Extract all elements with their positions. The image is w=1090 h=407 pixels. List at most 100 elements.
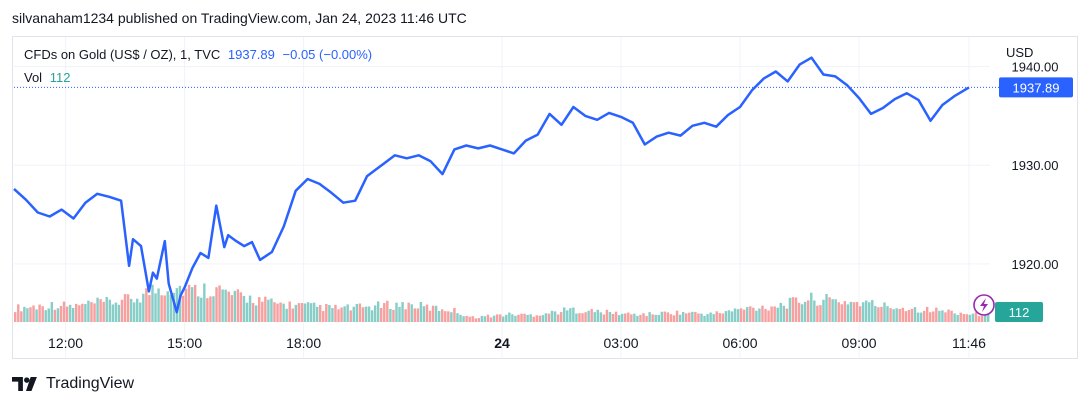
volume-bar — [907, 309, 911, 322]
volume-bar — [764, 308, 767, 322]
volume-bar — [413, 308, 416, 322]
volume-bar — [383, 303, 386, 322]
volume-bar — [203, 283, 206, 322]
volume-bar — [797, 302, 801, 322]
volume-bar — [221, 289, 224, 322]
volume-bar — [563, 307, 566, 322]
price-badge-bg — [999, 77, 1073, 98]
volume-bar — [331, 308, 334, 322]
volume-bar — [395, 302, 398, 322]
volume-bar — [636, 315, 639, 322]
volume-bar — [749, 306, 752, 322]
volume-bar — [602, 314, 606, 322]
volume-bar — [343, 306, 346, 322]
volume-bar — [523, 313, 526, 322]
x-tick-label: 12:00 — [48, 335, 83, 351]
volume-bar — [883, 302, 886, 322]
volume-bar — [776, 307, 779, 322]
current-price-badge: 1937.89 — [999, 77, 1073, 98]
volume-bar — [898, 308, 901, 322]
symbol-legend[interactable]: CFDs on Gold (US$ / OZ), 1, TVC 1937.89 … — [24, 47, 372, 62]
x-tick-label: 03:00 — [604, 335, 639, 351]
volume-bar — [14, 312, 17, 322]
volume-bar — [617, 315, 621, 322]
x-tick-label: 06:00 — [723, 335, 758, 351]
volume-bar — [142, 293, 145, 322]
volume-bar — [590, 308, 593, 322]
volume-bar — [681, 311, 685, 322]
volume-bar — [639, 314, 642, 322]
volume-bar — [236, 289, 240, 322]
volume-bar — [81, 303, 84, 322]
symbol-name: CFDs on Gold (US$ / OZ), 1, TVC — [24, 47, 221, 62]
volume-bar — [288, 301, 291, 322]
volume-bar — [895, 308, 898, 322]
volume-bar — [575, 313, 578, 322]
volume-bar — [919, 312, 923, 322]
volume-bar — [669, 314, 673, 322]
volume-bar — [242, 295, 246, 322]
lightning-glyph — [980, 298, 988, 312]
volume-bar — [35, 309, 38, 322]
volume-bar — [620, 313, 624, 322]
volume-bar — [325, 304, 328, 322]
volume-bar — [227, 291, 230, 322]
volume-bar — [59, 305, 63, 322]
volume-bar — [462, 316, 465, 322]
volume-bar — [419, 301, 423, 322]
volume-bar — [306, 302, 310, 322]
volume-bar — [68, 304, 72, 322]
volume-bar — [803, 301, 807, 322]
volume-bar — [111, 304, 115, 322]
volume-bar — [855, 301, 859, 322]
volume-bar — [746, 307, 749, 322]
volume-bar — [941, 310, 944, 322]
alert-lightning-icon[interactable] — [973, 294, 995, 316]
volume-bar — [511, 314, 514, 322]
y-tick-label: 1930.00 — [1012, 158, 1059, 173]
chart-frame — [12, 36, 1078, 359]
volume-bar — [337, 309, 340, 322]
volume-bar — [380, 307, 383, 322]
volume-bar — [526, 314, 529, 322]
volume-bar — [239, 292, 243, 322]
volume-bar — [361, 307, 365, 322]
volume-bar — [248, 295, 252, 322]
volume-bar — [721, 313, 725, 322]
y-tick-label: 1920.00 — [1012, 257, 1059, 272]
volume-bar — [319, 305, 322, 322]
tradingview-footer[interactable]: TradingView — [12, 373, 134, 395]
volume-bar — [254, 305, 258, 322]
volume-bar — [465, 315, 468, 322]
volume-bar — [727, 310, 731, 322]
volume-bar — [65, 306, 69, 322]
volume-bar — [303, 303, 307, 322]
volume-bar — [297, 303, 301, 322]
volume-bar — [367, 306, 371, 322]
volume-bar — [877, 307, 880, 322]
volume-bar — [819, 305, 822, 322]
volume-bar — [852, 302, 856, 322]
volume-bar — [517, 314, 520, 322]
volume-bar — [929, 312, 932, 322]
volume-bar — [868, 302, 871, 322]
price-series-line — [13, 56, 970, 314]
volume-bar — [666, 312, 670, 322]
volume-bar — [468, 316, 471, 322]
volume-bar — [407, 302, 410, 322]
volume-bar — [212, 296, 215, 322]
volume-bar — [456, 313, 459, 322]
volume-bar — [733, 308, 737, 322]
volume-legend[interactable]: Vol 112 — [24, 70, 70, 85]
volume-bar — [505, 314, 508, 322]
volume-bar — [633, 313, 636, 322]
volume-bar — [389, 308, 392, 322]
publish-line: silvanaham1234 published on TradingView.… — [12, 10, 467, 26]
volume-bar — [477, 318, 481, 322]
volume-bar — [871, 300, 874, 322]
volume-bar — [782, 305, 786, 322]
volume-bar — [96, 297, 99, 322]
volume-bar — [151, 284, 154, 322]
volume-bar — [944, 312, 947, 322]
